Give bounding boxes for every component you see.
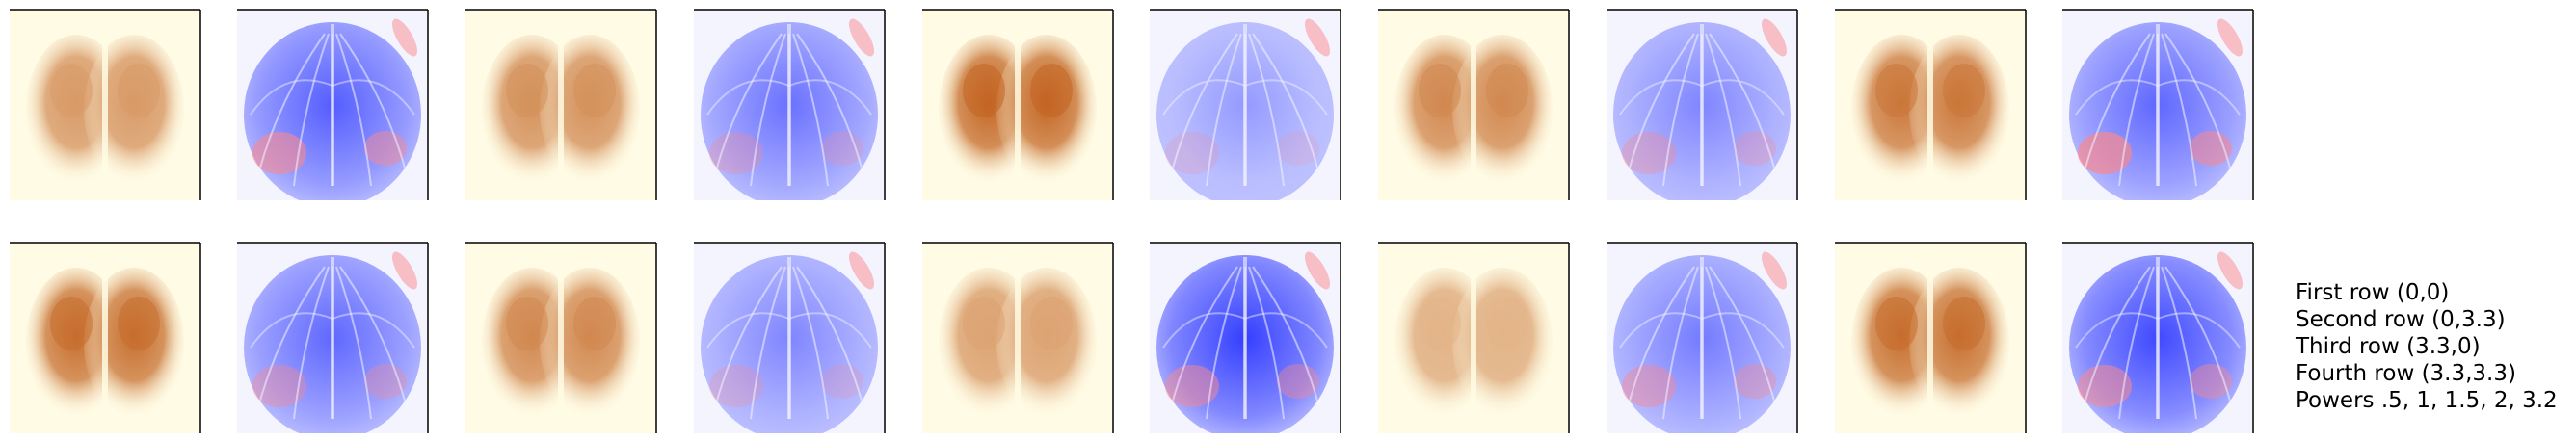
legend: First row (0,0) Second row (0,3.3) Third… bbox=[2296, 279, 2565, 414]
panel-r2-c3 bbox=[465, 243, 656, 433]
panel-r2-c6 bbox=[1150, 243, 1341, 433]
panel-r2-c10 bbox=[2062, 243, 2253, 433]
panel-r1-c7 bbox=[1378, 10, 1569, 200]
panel-r2-c8 bbox=[1607, 243, 1797, 433]
legend-line-powers: Powers .5, 1, 1.5, 2, 3.2 bbox=[2296, 388, 2558, 413]
legend-line-fourth-row: Fourth row (3.3,3.3) bbox=[2296, 361, 2516, 386]
panel-r1-c2 bbox=[237, 10, 428, 200]
panel-r2-c9 bbox=[1835, 243, 2026, 433]
panel-r1-c8 bbox=[1607, 10, 1797, 200]
panel-r1-c3 bbox=[465, 10, 656, 200]
panel-r1-c1 bbox=[10, 10, 200, 200]
legend-line-third-row: Third row (3.3,0) bbox=[2296, 334, 2481, 359]
panel-r1-c5 bbox=[922, 10, 1113, 200]
panel-r1-c6 bbox=[1150, 10, 1341, 200]
panel-r1-c4 bbox=[694, 10, 885, 200]
legend-line-first-row: First row (0,0) bbox=[2296, 280, 2450, 305]
panel-grid bbox=[10, 9, 2254, 433]
panel-r2-c4 bbox=[694, 243, 885, 433]
panel-r2-c1 bbox=[10, 243, 200, 433]
legend-line-second-row: Second row (0,3.3) bbox=[2296, 307, 2506, 332]
panel-r1-c9 bbox=[1835, 10, 2026, 200]
panel-r1-c10 bbox=[2062, 10, 2253, 200]
panel-r2-c7 bbox=[1378, 243, 1569, 433]
panel-r2-c2 bbox=[237, 243, 428, 433]
panel-r2-c5 bbox=[922, 243, 1113, 433]
